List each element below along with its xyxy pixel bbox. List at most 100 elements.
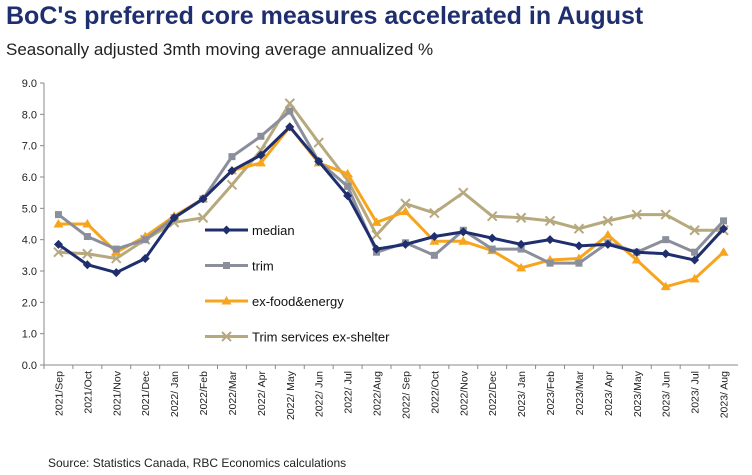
data-point bbox=[602, 215, 614, 227]
x-tick-label: 2022/ May bbox=[285, 370, 297, 420]
data-point bbox=[344, 182, 352, 190]
data-point bbox=[660, 281, 671, 291]
x-marker-stroke bbox=[82, 248, 93, 259]
x-marker-stroke bbox=[371, 229, 382, 241]
data-point bbox=[546, 259, 554, 267]
x-tick-label: 2023/Feb bbox=[545, 371, 557, 416]
x-tick-label: 2022/ Jul bbox=[343, 371, 355, 414]
y-tick-label: 2.0 bbox=[22, 297, 37, 309]
legend-item: trim bbox=[205, 259, 274, 274]
data-point bbox=[255, 157, 266, 167]
data-point bbox=[575, 259, 583, 267]
data-point bbox=[574, 241, 584, 251]
data-point bbox=[82, 219, 93, 228]
x-tick-label: 2023/ Jun bbox=[661, 371, 673, 417]
legend-label: median bbox=[252, 223, 295, 238]
data-point bbox=[517, 245, 525, 253]
x-marker-stroke bbox=[53, 246, 64, 258]
x-marker-stroke bbox=[602, 215, 614, 227]
x-marker-stroke bbox=[515, 212, 527, 223]
data-point bbox=[226, 179, 238, 191]
y-tick-label: 7.0 bbox=[22, 141, 37, 153]
data-point bbox=[631, 209, 642, 220]
data-point bbox=[141, 236, 149, 244]
legend-swatch-marker bbox=[221, 331, 232, 342]
x-marker-stroke bbox=[660, 209, 671, 220]
x-tick-label: 2023/ Jul bbox=[690, 371, 702, 414]
data-point bbox=[400, 206, 411, 215]
data-point bbox=[112, 245, 120, 253]
series-line bbox=[58, 125, 725, 289]
legend-swatch-marker bbox=[222, 225, 231, 235]
data-point bbox=[371, 217, 382, 226]
data-point bbox=[720, 217, 728, 225]
x-marker-stroke bbox=[226, 179, 238, 191]
x-marker-stroke bbox=[313, 137, 324, 148]
data-point bbox=[169, 213, 179, 223]
x-tick-label: 2022/Feb bbox=[198, 371, 210, 416]
data-point bbox=[400, 198, 411, 209]
x-tick-label: 2022/Nov bbox=[458, 370, 470, 416]
y-tick-label: 4.0 bbox=[22, 235, 37, 247]
data-point bbox=[689, 225, 700, 236]
series-ex-food-energy bbox=[53, 121, 729, 291]
legend: median trim ex-food&energy Trim services ex… bbox=[205, 223, 390, 345]
chart-subtitle: Seasonally adjusted 3mth moving average … bbox=[6, 40, 434, 59]
data-point bbox=[313, 137, 324, 148]
x-tick-label: 2021/Dec bbox=[140, 371, 152, 416]
data-point bbox=[458, 227, 468, 237]
x-marker-stroke bbox=[689, 225, 700, 236]
x-tick-label: 2022/ Jun bbox=[314, 371, 326, 417]
data-point bbox=[690, 255, 700, 265]
data-point bbox=[487, 210, 498, 222]
x-tick-label: 2022/Oct bbox=[429, 371, 441, 414]
data-point bbox=[314, 156, 324, 166]
x-marker-stroke bbox=[221, 331, 232, 342]
data-point bbox=[82, 260, 92, 270]
x-tick-label: 2023/ Apr bbox=[603, 370, 615, 415]
data-point bbox=[691, 248, 699, 256]
data-point bbox=[429, 207, 440, 219]
x-marker-stroke bbox=[487, 210, 498, 222]
data-point bbox=[516, 262, 527, 272]
data-point bbox=[632, 247, 642, 257]
x-tick-label: 2023/ Jan bbox=[516, 371, 528, 417]
x-marker-stroke bbox=[255, 145, 267, 156]
data-point bbox=[573, 223, 585, 234]
data-point bbox=[458, 236, 469, 245]
x-tick-label: 2022/ Apr bbox=[256, 370, 268, 415]
y-tick-label: 6.0 bbox=[22, 172, 37, 184]
data-point bbox=[661, 249, 671, 259]
source-note: Source: Statistics Canada, RBC Economics… bbox=[48, 456, 347, 470]
data-point bbox=[140, 253, 150, 263]
y-tick-label: 3.0 bbox=[22, 266, 37, 278]
legend-swatch-marker bbox=[223, 262, 230, 269]
data-point bbox=[487, 233, 497, 243]
series-trim-services-ex-shelter bbox=[53, 98, 729, 264]
data-point bbox=[631, 255, 642, 264]
series-layer bbox=[53, 98, 729, 291]
legend-label: ex-food&energy bbox=[252, 294, 344, 309]
x-tick-label: 2021/Nov bbox=[111, 370, 123, 416]
x-tick-label: 2022/Dec bbox=[487, 371, 499, 416]
legend-item: Trim services ex-shelter bbox=[205, 330, 390, 345]
data-point bbox=[719, 224, 729, 234]
data-point bbox=[197, 212, 209, 223]
data-point bbox=[545, 235, 555, 245]
chart-axes: 0.0 1.0 2.0 3.0 4.0 5.0 6.0 7.0 8.0 9.0 2021/Sep 20… bbox=[22, 78, 738, 420]
x-marker-stroke bbox=[544, 215, 556, 227]
legend-label: trim bbox=[252, 259, 274, 274]
data-point bbox=[256, 150, 266, 160]
y-tick-label: 1.0 bbox=[22, 329, 37, 341]
x-tick-label: 2023/Mar bbox=[574, 370, 586, 415]
data-point bbox=[82, 248, 93, 259]
data-point bbox=[488, 245, 496, 253]
data-point bbox=[429, 232, 439, 242]
series-line bbox=[57, 125, 725, 275]
x-tick-label: 2022/Aug bbox=[372, 371, 384, 416]
legend-item: ex-food&energy bbox=[205, 294, 344, 309]
data-point bbox=[400, 239, 410, 249]
legend-item: median bbox=[205, 223, 295, 238]
data-point bbox=[83, 233, 91, 241]
